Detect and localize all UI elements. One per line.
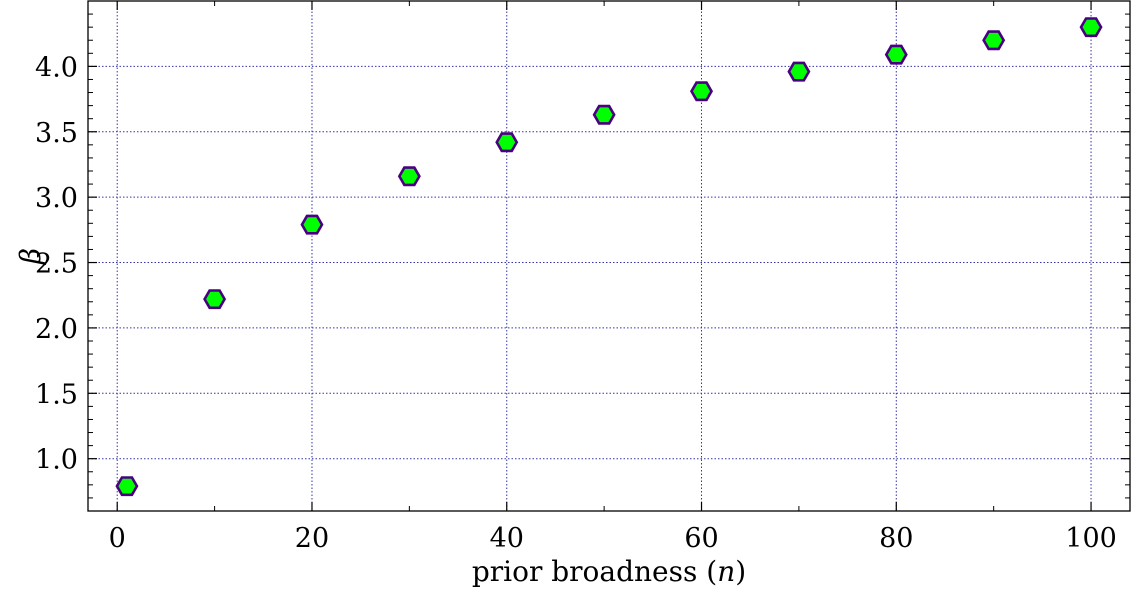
data-points (115, 17, 1103, 497)
data-point (884, 44, 908, 65)
x-tick-label: 80 (879, 523, 913, 554)
x-tick-label: 40 (490, 523, 524, 554)
y-tick-label: 2.5 (35, 249, 78, 280)
plot-frame (87, 0, 1131, 512)
x-tick-label: 0 (109, 523, 126, 554)
y-tick-label: 2.0 (35, 314, 78, 345)
x-axis-label-variable: n (717, 555, 735, 588)
data-point (982, 30, 1006, 51)
x-tick-labels: 0 20 40 60 80 100 (109, 523, 1117, 554)
y-tick-labels: 1.0 1.5 2.0 2.5 3.0 3.5 4.0 (35, 52, 78, 475)
y-tick-label: 1.0 (35, 445, 78, 476)
data-point (690, 81, 714, 102)
data-point (787, 61, 811, 82)
y-tick-label: 3.0 (35, 183, 78, 214)
x-tick-label: 20 (295, 523, 329, 554)
y-tick-label: 3.5 (35, 118, 78, 149)
data-point (300, 214, 324, 235)
grid (88, 1, 1130, 511)
y-tick-label: 4.0 (35, 52, 78, 83)
x-tick-label: 100 (1065, 523, 1117, 554)
data-point (495, 132, 519, 153)
data-point (397, 166, 421, 187)
x-axis-label: prior broadness (n) (472, 555, 746, 588)
x-tick-label: 60 (684, 523, 718, 554)
data-point (203, 289, 227, 310)
data-point (592, 104, 616, 125)
data-point (1079, 17, 1103, 38)
data-point (115, 476, 139, 497)
ticks (88, 1, 1130, 511)
y-tick-label: 1.5 (35, 379, 78, 410)
y-axis-label: β (14, 248, 47, 265)
